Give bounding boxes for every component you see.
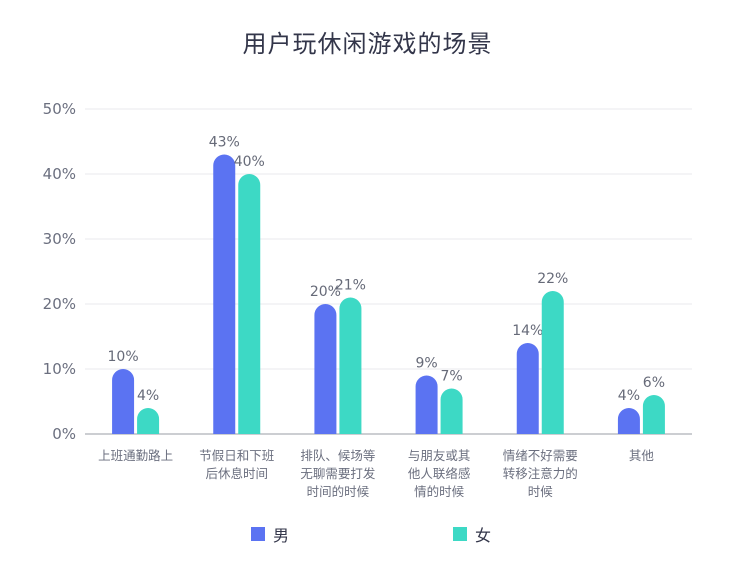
y-tick-label: 20%	[43, 295, 76, 313]
bar-male	[213, 154, 236, 434]
data-label: 20%	[310, 284, 341, 300]
data-label: 10%	[108, 349, 139, 365]
data-label: 9%	[415, 356, 437, 372]
bar-male	[415, 375, 438, 434]
chart-title: 用户玩休闲游戏的场景	[242, 30, 493, 58]
legend: 男 女	[0, 522, 735, 546]
x-tick-label: 时间的时候	[307, 484, 370, 499]
bar-male	[112, 369, 135, 434]
legend-label-female: 女	[475, 526, 492, 545]
y-tick-label: 30%	[43, 230, 76, 248]
x-tick-label: 与朋友或其	[408, 448, 471, 463]
legend-label-male: 男	[273, 526, 290, 545]
bar-female	[238, 174, 261, 434]
bar-female	[137, 408, 160, 434]
legend-swatch-male	[251, 527, 265, 541]
data-label: 4%	[137, 388, 159, 404]
x-tick-label: 情的时候	[414, 484, 465, 499]
data-label: 14%	[512, 323, 543, 339]
bar-male	[314, 304, 337, 434]
x-tick-label: 排队、候场等	[300, 448, 375, 463]
legend-swatch-female	[453, 527, 467, 541]
bar-female	[339, 297, 362, 434]
data-label: 22%	[537, 271, 568, 287]
x-tick-label: 转移注意力的	[503, 466, 578, 481]
data-label: 40%	[234, 154, 265, 170]
x-tick-label: 他人联络感	[408, 466, 471, 481]
x-tick-label: 情绪不好需要	[503, 448, 578, 463]
data-label: 21%	[335, 278, 366, 294]
legend-item-female: 女	[453, 522, 491, 546]
bar-female	[440, 388, 463, 434]
data-label: 4%	[618, 388, 640, 404]
x-tick-label: 时候	[528, 484, 554, 499]
y-tick-label: 50%	[43, 100, 76, 118]
legend-item-male: 男	[251, 522, 289, 546]
bar-female	[642, 395, 665, 434]
y-tick-label: 0%	[52, 425, 76, 443]
x-tick-label: 节假日和下班	[199, 448, 274, 463]
y-tick-label: 10%	[43, 360, 76, 378]
x-tick-label: 后休息时间	[205, 466, 268, 481]
y-tick-label: 40%	[43, 165, 76, 183]
data-label: 43%	[209, 135, 240, 151]
bar-male	[516, 343, 539, 434]
bar-female	[541, 291, 564, 434]
data-label: 6%	[643, 375, 665, 391]
data-label: 7%	[440, 369, 462, 385]
x-tick-label: 其他	[629, 448, 655, 463]
x-tick-label: 上班通勤路上	[98, 448, 173, 463]
bar-male	[617, 408, 640, 434]
x-tick-label: 无聊需要打发	[300, 466, 376, 481]
